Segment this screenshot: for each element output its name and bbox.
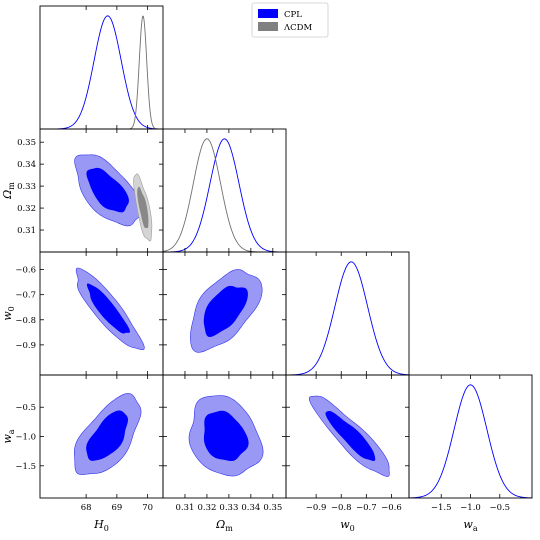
posterior-curve-cpl [163, 138, 286, 252]
y-tick-label: 0.33 [17, 182, 36, 192]
x-tick-label: −1.0 [460, 503, 481, 513]
contour-68-cpl [203, 285, 248, 337]
panel-frame [408, 374, 533, 499]
contour-68-cpl [203, 410, 249, 462]
y-tick-label: −0.6 [15, 266, 36, 276]
panel-frame [285, 251, 410, 376]
x-tick-label: −0.6 [381, 503, 402, 513]
panel-1d-w0 [286, 261, 409, 375]
y-tick-label: −0.5 [15, 403, 36, 413]
legend-swatch-lcdm [258, 22, 278, 31]
x-tick-label: −0.9 [306, 503, 327, 513]
contour-68-lcdm [137, 186, 149, 229]
x-tick-label: −0.8 [331, 503, 352, 513]
panel-1d-H0 [40, 15, 163, 129]
y-axis-label-w0: w0 [1, 306, 16, 321]
x-tick-label: 0.32 [197, 503, 216, 513]
y-tick-label: −1.5 [15, 462, 36, 472]
legend: CPL ΛCDM [251, 2, 329, 38]
y-tick-label: 0.35 [17, 138, 36, 148]
contour-68-cpl [86, 167, 129, 213]
x-tick-label: 0.34 [241, 503, 260, 513]
y-tick-label: 0.32 [17, 204, 36, 214]
panel-Om-w0 [190, 269, 263, 353]
x-axis-label-Om: Ωm [215, 518, 233, 533]
x-tick-label: −0.7 [356, 503, 377, 513]
legend-label-lcdm: ΛCDM [283, 23, 312, 33]
x-axis-label-H0: H0 [93, 518, 109, 533]
contour-68-cpl [86, 283, 131, 334]
contour-68-cpl [325, 410, 376, 461]
y-tick-label: −0.9 [15, 341, 36, 351]
y-axis-label-wa: wa [1, 429, 16, 443]
posterior-curve-lcdm [163, 138, 286, 252]
y-tick-label: −0.7 [15, 291, 36, 301]
panel-H0-Om [74, 154, 153, 242]
y-tick-label: −0.8 [15, 316, 36, 326]
x-tick-label: 70 [142, 503, 153, 513]
contour-68-cpl [86, 410, 128, 461]
x-tick-label: −0.5 [489, 503, 510, 513]
posterior-curve-cpl [409, 384, 532, 498]
posterior-curve-cpl [286, 261, 409, 375]
x-tick-label: −1.5 [431, 503, 452, 513]
x-tick-label: 68 [81, 503, 92, 513]
y-axis-label-Om: Ωm [1, 182, 16, 200]
posterior-curve-lcdm [40, 15, 163, 129]
y-tick-label: 0.31 [17, 226, 36, 236]
panel-w0-wa [308, 395, 390, 477]
y-tick-label: 0.34 [17, 160, 36, 170]
panel-1d-wa [409, 384, 532, 498]
panel-H0-w0 [75, 267, 145, 351]
panel-Om-wa [188, 395, 264, 477]
posterior-curve-cpl [40, 15, 163, 129]
panel-H0-wa [73, 393, 142, 475]
panel-1d-Om [163, 138, 286, 252]
x-tick-label: 69 [111, 503, 122, 513]
y-tick-label: −1.0 [15, 433, 36, 443]
x-axis-label-wa: wa [463, 518, 477, 533]
x-axis-label-w0: w0 [340, 518, 355, 533]
legend-swatch-cpl [258, 9, 278, 18]
x-tick-label: 0.31 [175, 503, 194, 513]
x-tick-label: 0.33 [219, 503, 238, 513]
legend-label-cpl: CPL [284, 10, 302, 20]
panels-layer: 0.310.320.330.340.35−0.9−0.8−0.7−0.668 69… [1, 5, 533, 533]
x-tick-label: 0.35 [263, 503, 282, 513]
